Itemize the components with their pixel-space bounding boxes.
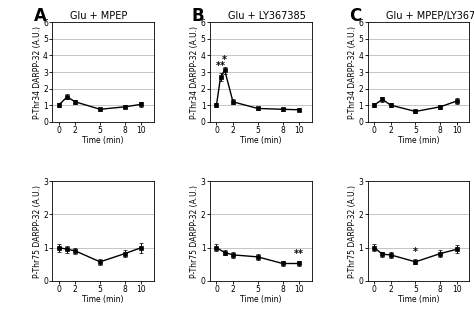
Y-axis label: P-Thr75 DARPP-32 (A.U.): P-Thr75 DARPP-32 (A.U.) — [33, 184, 42, 278]
Text: B: B — [191, 7, 204, 26]
Y-axis label: P-Thr34 DARPP-32 (A.U.): P-Thr34 DARPP-32 (A.U.) — [191, 26, 200, 119]
X-axis label: Time (min): Time (min) — [398, 295, 439, 304]
X-axis label: Time (min): Time (min) — [240, 295, 282, 304]
Text: Glu + LY367385: Glu + LY367385 — [228, 11, 306, 20]
Y-axis label: P-Thr34 DARPP-32 (A.U.): P-Thr34 DARPP-32 (A.U.) — [33, 26, 42, 119]
Y-axis label: P-Thr75 DARPP-32 (A.U.): P-Thr75 DARPP-32 (A.U.) — [191, 184, 200, 278]
X-axis label: Time (min): Time (min) — [82, 295, 124, 304]
Y-axis label: P-Thr34 DARPP-32 (A.U.): P-Thr34 DARPP-32 (A.U.) — [348, 26, 357, 119]
Text: Glu + MPEP/LY367385: Glu + MPEP/LY367385 — [386, 11, 474, 20]
X-axis label: Time (min): Time (min) — [398, 136, 439, 145]
Text: C: C — [349, 7, 362, 26]
Y-axis label: P-Thr75 DARPP-32 (A.U.): P-Thr75 DARPP-32 (A.U.) — [348, 184, 357, 278]
Text: A: A — [34, 7, 47, 26]
Text: **: ** — [294, 249, 304, 259]
Text: Glu + MPEP: Glu + MPEP — [71, 11, 128, 20]
Text: **: ** — [216, 61, 226, 71]
Text: *: * — [413, 247, 418, 257]
X-axis label: Time (min): Time (min) — [82, 136, 124, 145]
X-axis label: Time (min): Time (min) — [240, 136, 282, 145]
Text: *: * — [222, 56, 227, 65]
